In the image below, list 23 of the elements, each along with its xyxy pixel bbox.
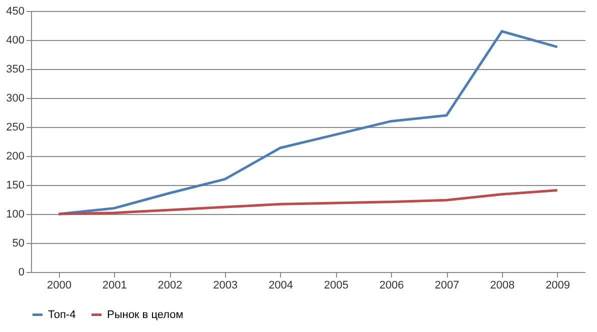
y-tick-label: 0 xyxy=(18,266,24,278)
x-tick-label: 2009 xyxy=(546,280,570,292)
x-tick-label: 2005 xyxy=(324,280,348,292)
y-tick-label: 100 xyxy=(6,208,24,220)
y-tick-label: 400 xyxy=(6,34,24,46)
x-tick-label: 2007 xyxy=(434,280,460,292)
y-tick-label: 350 xyxy=(6,64,24,76)
legend-label: Топ-4 xyxy=(48,308,76,321)
line-series xyxy=(57,188,559,216)
y-tick-label: 450 xyxy=(6,6,24,18)
x-tick-label: 2002 xyxy=(158,280,182,292)
y-tick-label: 200 xyxy=(6,150,24,162)
y-tick-label: 50 xyxy=(12,238,24,250)
x-tick-label: 2008 xyxy=(490,280,515,292)
x-tick-label: 2000 xyxy=(46,280,72,292)
x-tick-label: 2006 xyxy=(379,280,404,292)
x-tick-label: 2004 xyxy=(268,280,294,292)
y-tick-label: 300 xyxy=(6,92,24,104)
y-tick-label: 250 xyxy=(6,122,24,134)
x-tick-label: 2003 xyxy=(213,280,238,292)
y-tick-label: 150 xyxy=(6,180,24,192)
x-tick-label: 2001 xyxy=(102,280,127,292)
legend-label: Рынок в целом xyxy=(107,308,184,321)
